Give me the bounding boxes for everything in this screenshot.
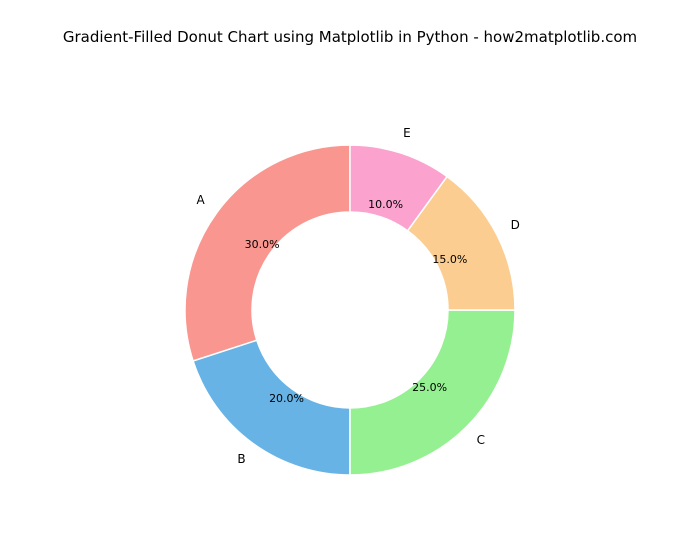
donut-chart: A 30.0% B 20.0% C 25.0% D 15.0% E 10.0% (160, 100, 540, 524)
slice-pct-c: 25.0% (412, 381, 447, 394)
slice-label-d: D (511, 218, 520, 232)
chart-title: Gradient-Filled Donut Chart using Matplo… (0, 28, 700, 46)
slice-label-e: E (403, 126, 411, 140)
slice-label-a: A (196, 193, 204, 207)
slice-label-c: C (477, 433, 485, 447)
slice-label-b: B (237, 452, 245, 466)
donut-hole (253, 213, 448, 408)
slice-pct-a: 30.0% (245, 238, 280, 251)
chart-container: Gradient-Filled Donut Chart using Matplo… (0, 0, 700, 560)
slice-pct-b: 20.0% (269, 392, 304, 405)
slice-pct-e: 10.0% (368, 198, 403, 211)
donut-svg (160, 100, 540, 520)
slice-pct-d: 15.0% (432, 253, 467, 266)
